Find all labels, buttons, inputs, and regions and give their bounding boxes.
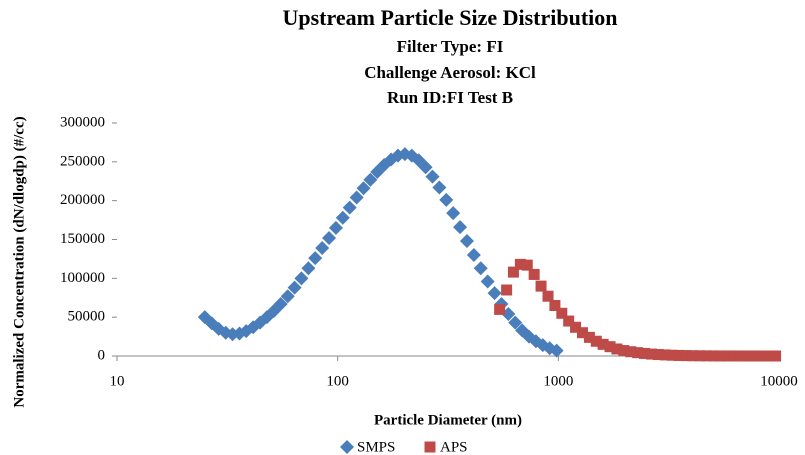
y-tick-label: 100000 <box>60 270 105 286</box>
diamond-marker <box>549 343 564 358</box>
y-axis-label: Normalized Concentration (dN/dlogdp) (#/… <box>11 116 27 407</box>
diamond-marker <box>459 234 474 249</box>
square-marker <box>597 338 609 350</box>
y-tick-label: 200000 <box>60 192 105 208</box>
diamond-marker <box>473 261 488 276</box>
square-marker <box>521 259 533 271</box>
diamond-marker <box>301 261 316 276</box>
square-marker <box>639 347 651 359</box>
diamond-marker <box>328 220 343 235</box>
square-marker <box>680 350 692 362</box>
x-tick-label: 10 <box>110 373 125 389</box>
square-marker <box>577 327 589 339</box>
square-marker <box>645 348 657 360</box>
diamond-marker <box>315 241 330 256</box>
diamond-marker <box>273 296 288 311</box>
square-marker <box>501 284 513 296</box>
square-marker <box>714 350 726 362</box>
diamond-marker <box>340 440 354 454</box>
chart-title: Upstream Particle Size Distribution <box>282 5 617 30</box>
square-marker <box>563 315 575 327</box>
legend-label: APS <box>440 439 468 455</box>
square-marker <box>507 266 519 278</box>
square-marker <box>604 341 616 353</box>
diamond-marker <box>425 169 440 184</box>
square-marker <box>652 349 664 361</box>
square-marker <box>611 343 623 355</box>
y-tick-label: 300000 <box>60 114 105 130</box>
square-marker <box>549 300 561 312</box>
diamond-marker <box>335 210 350 225</box>
square-marker <box>687 350 699 362</box>
square-marker <box>625 346 637 358</box>
square-marker <box>770 350 782 362</box>
square-marker <box>583 331 595 343</box>
diamond-marker <box>487 286 502 301</box>
x-tick-label: 100 <box>326 373 349 389</box>
chart-subtitle: Filter Type: FI <box>397 37 504 56</box>
diamond-marker <box>308 251 323 266</box>
square-marker <box>659 349 671 361</box>
square-marker <box>742 350 754 362</box>
legend-label: SMPS <box>357 439 395 455</box>
diamond-marker <box>356 181 371 196</box>
diamond-marker <box>342 200 357 215</box>
square-marker <box>570 321 582 333</box>
diamond-marker <box>466 248 481 263</box>
y-tick-label: 250000 <box>60 153 105 169</box>
diamond-marker <box>287 280 302 295</box>
x-tick-label: 10000 <box>760 373 798 389</box>
diamond-marker <box>439 192 454 207</box>
square-marker <box>701 350 713 362</box>
square-marker <box>756 350 768 362</box>
square-marker <box>494 303 506 315</box>
square-marker <box>632 347 644 359</box>
square-marker <box>542 290 554 302</box>
square-marker <box>707 350 719 362</box>
square-marker <box>535 280 547 292</box>
diamond-marker <box>322 230 337 245</box>
square-marker <box>763 350 775 362</box>
x-axis-label: Particle Diameter (nm) <box>374 412 522 428</box>
square-marker <box>590 335 602 347</box>
x-tick-label: 1000 <box>543 373 573 389</box>
square-marker <box>721 350 733 362</box>
square-marker <box>694 350 706 362</box>
square-marker <box>424 441 436 453</box>
diamond-marker <box>508 315 523 330</box>
diamond-marker <box>432 180 447 195</box>
diamond-marker <box>280 289 295 304</box>
y-tick-label: 0 <box>98 347 106 363</box>
diamond-marker <box>349 190 364 205</box>
chart-subtitle: Challenge Aerosol: KCl <box>364 63 536 82</box>
square-marker <box>528 268 540 280</box>
y-tick-label: 150000 <box>60 231 105 247</box>
diamond-marker <box>453 220 468 235</box>
chart-subtitle: Run ID:FI Test B <box>387 88 513 107</box>
square-marker <box>514 258 526 270</box>
square-marker <box>728 350 740 362</box>
diamond-marker <box>446 206 461 221</box>
y-tick-label: 50000 <box>68 309 106 325</box>
diamond-marker <box>480 274 495 289</box>
square-marker <box>735 350 747 362</box>
square-marker <box>556 307 568 319</box>
square-marker <box>666 349 678 361</box>
diamond-marker <box>363 172 378 187</box>
square-marker <box>673 349 685 361</box>
diamond-marker <box>294 271 309 286</box>
square-marker <box>749 350 761 362</box>
square-marker <box>618 345 630 357</box>
diamond-marker <box>418 160 433 175</box>
